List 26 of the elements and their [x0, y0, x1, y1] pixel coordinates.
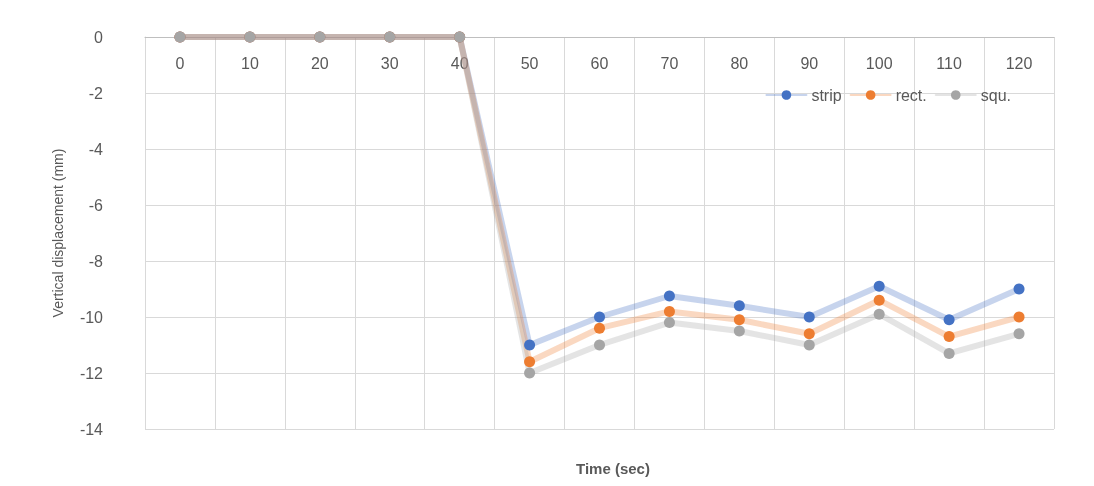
legend-label: strip	[811, 86, 842, 104]
y-axis-title: Vertical displacement (mm)	[50, 148, 66, 318]
x-tick-label: 120	[1005, 54, 1033, 72]
legend-label: squ.	[980, 86, 1012, 104]
x-tick-label: 80	[730, 54, 749, 72]
x-tick-label: 0	[175, 54, 185, 72]
legend-label: rect.	[895, 86, 927, 104]
y-tick-label: -14	[79, 420, 104, 438]
y-tick-label: -4	[88, 140, 104, 158]
x-tick-label: 100	[865, 54, 893, 72]
x-tick-label: 60	[590, 54, 609, 72]
x-tick-label: 30	[380, 54, 399, 72]
y-tick-label: -2	[88, 84, 104, 102]
x-tick-label: 50	[520, 54, 539, 72]
y-tick-label: -12	[79, 364, 104, 382]
y-tick-label: -6	[88, 196, 104, 214]
y-tick-label: 0	[94, 28, 104, 46]
x-tick-label: 90	[800, 54, 819, 72]
x-tick-label: 40	[450, 54, 469, 72]
y-tick-label: -10	[79, 308, 104, 326]
x-tick-label: 110	[936, 54, 962, 72]
x-axis-title: Time (sec)	[576, 459, 650, 477]
x-tick-label: 10	[240, 54, 259, 72]
y-tick-label: -8	[88, 252, 104, 270]
x-tick-label: 20	[310, 54, 329, 72]
x-tick-label: 70	[660, 54, 679, 72]
